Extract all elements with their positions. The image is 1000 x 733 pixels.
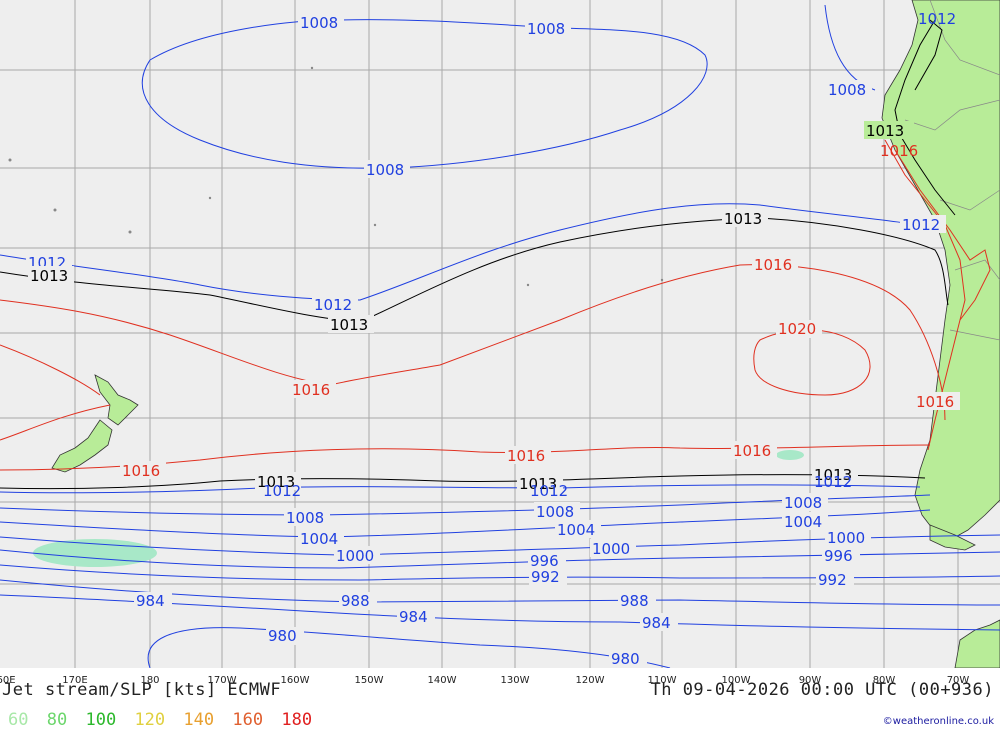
label-1013: 1013 (724, 210, 762, 228)
label-1008: 1008 (828, 81, 866, 99)
label-996: 996 (824, 547, 853, 565)
lon-tick: 100W (721, 675, 751, 686)
lon-tick: 170E (62, 675, 88, 686)
jet-core-60kt-west (33, 539, 157, 567)
label-1004: 1004 (557, 521, 595, 539)
isobar-1013-south (0, 474, 926, 490)
legend-60: 60 (8, 710, 29, 730)
isobar-1016-nz (0, 404, 111, 441)
label-1016: 1016 (916, 393, 954, 411)
label-1016: 1016 (292, 381, 330, 399)
label-1000: 1000 (592, 540, 630, 558)
pacific-islands (8, 66, 664, 287)
label-1012: 1012 (263, 482, 301, 500)
label-988: 988 (341, 592, 370, 610)
label-1016: 1016 (122, 462, 160, 480)
country-borders (904, 0, 1000, 341)
label-1012: 1012 (314, 296, 352, 314)
label-1008: 1008 (300, 14, 338, 32)
legend-140: 140 (183, 710, 215, 730)
lon-tick: 160W (280, 675, 310, 686)
label-1012: 1012 (530, 482, 568, 500)
legend-120: 120 (134, 710, 166, 730)
label-984: 984 (642, 614, 671, 632)
south-america-landmass (881, 0, 1000, 541)
isobar-1016-north (0, 264, 946, 421)
isobar-980 (147, 627, 671, 669)
legend-180: 180 (281, 710, 313, 730)
new-zealand-north-island (94, 374, 139, 426)
label-1013: 1013 (330, 316, 368, 334)
graticule (0, 0, 1000, 668)
lon-tick: 130W (500, 675, 530, 686)
label-1008: 1008 (366, 161, 404, 179)
label-1004: 1004 (784, 513, 822, 531)
chart-title: Jet stream/SLP [kts] ECMWF (2, 680, 282, 700)
label-1016: 1016 (507, 447, 545, 465)
label-1020: 1020 (778, 320, 816, 338)
map-footer: 60E 170E 180 170W 160W 150W 140W 130W 12… (0, 668, 1000, 733)
label-1013: 1013 (866, 122, 904, 140)
label-996: 996 (530, 552, 559, 570)
isobar-1012-south (0, 484, 921, 494)
label-1004: 1004 (300, 530, 338, 548)
label-1013: 1013 (30, 267, 68, 285)
lon-tick: 120W (575, 675, 605, 686)
new-zealand-south-island (51, 419, 113, 473)
label-1016: 1016 (880, 142, 918, 160)
isobar-1008-ne (824, 4, 876, 91)
isobar-1013-north (0, 217, 949, 323)
label-984: 984 (136, 592, 165, 610)
label-992: 992 (531, 568, 560, 586)
legend-100: 100 (85, 710, 117, 730)
label-1013: 1013 (257, 473, 295, 491)
isobar-1012-north (0, 203, 946, 301)
forecast-datetime: Th 09-04-2026 00:00 UTC (00+936) (650, 680, 994, 700)
tierra-del-fuego (929, 524, 976, 551)
lon-tick: 170W (207, 675, 237, 686)
legend-160: 160 (232, 710, 264, 730)
isobar-1016-west (0, 344, 101, 396)
weather-map: 1008 1008 1008 1008 1012 1012 1012 1012 … (0, 0, 1000, 669)
label-980: 980 (611, 650, 640, 668)
label-1008: 1008 (536, 503, 574, 521)
lon-tick: 70W (946, 675, 970, 686)
label-1012: 1012 (918, 10, 956, 28)
label-1008: 1008 (286, 509, 324, 527)
isobar-labels: 1008 1008 1008 1008 1012 1012 1012 1012 … (26, 10, 960, 668)
label-1008: 1008 (527, 20, 565, 38)
map-canvas: 1008 1008 1008 1008 1012 1012 1012 1012 … (0, 0, 1000, 669)
lon-tick: 80W (872, 675, 896, 686)
label-988: 988 (620, 592, 649, 610)
credit-link[interactable]: ©weatheronline.co.uk (882, 716, 994, 727)
lon-tick: 60E (0, 675, 16, 686)
jet-speed-legend: 60 80 100 120 140 160 180 (8, 710, 320, 730)
isobar-1008-loop (141, 19, 708, 169)
label-1000: 1000 (827, 529, 865, 547)
legend-80: 80 (46, 710, 68, 730)
label-1016: 1016 (733, 442, 771, 460)
label-1012: 1012 (902, 216, 940, 234)
lon-tick: 180 (140, 675, 160, 686)
isobar-1020-high (753, 329, 871, 396)
jet-core-60kt-east (776, 450, 804, 460)
label-1013: 1013 (814, 466, 852, 484)
label-1012: 1012 (814, 473, 852, 491)
label-1008: 1008 (784, 494, 822, 512)
lon-tick: 110W (647, 675, 677, 686)
label-1016: 1016 (754, 256, 792, 274)
label-1013: 1013 (519, 475, 557, 493)
lon-tick: 90W (798, 675, 822, 686)
antarctica-shore (954, 619, 1000, 669)
lon-tick: 140W (427, 675, 457, 686)
label-984: 984 (399, 608, 428, 626)
lon-tick: 150W (354, 675, 384, 686)
label-1000: 1000 (336, 547, 374, 565)
label-992: 992 (818, 571, 847, 589)
label-980: 980 (268, 627, 297, 645)
